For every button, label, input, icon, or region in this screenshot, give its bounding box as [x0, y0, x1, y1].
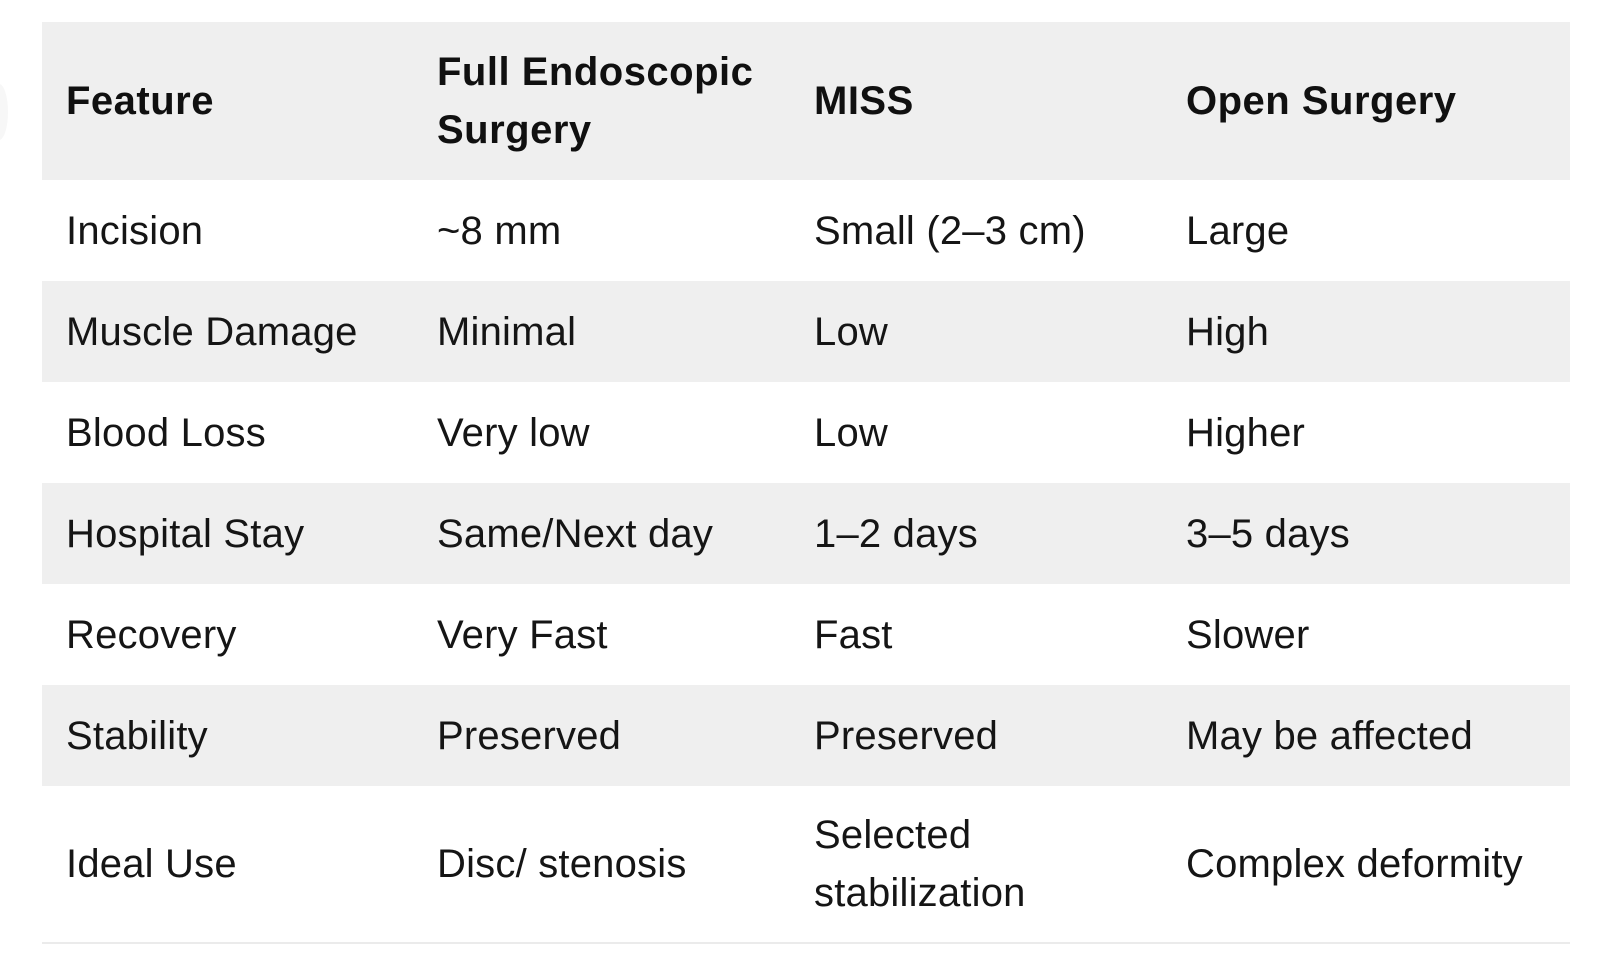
cell-open: Complex deformity	[1186, 842, 1523, 886]
cell-endoscopic: Disc/ stenosis	[437, 842, 687, 886]
cell-open: High	[1186, 309, 1270, 354]
cell-open: 3–5 days	[1186, 511, 1350, 556]
cell-miss: Low	[814, 410, 888, 455]
cell-feature: Ideal Use	[66, 842, 237, 886]
cell-miss: Selected stabilization	[814, 813, 1026, 915]
table-row-stability: Stability Preserved Preserved May be aff…	[42, 685, 1570, 786]
cell-miss: 1–2 days	[814, 511, 978, 556]
column-header-feature: Feature	[66, 79, 214, 123]
cell-open: Slower	[1186, 612, 1310, 657]
cell-endoscopic: Very Fast	[437, 612, 608, 657]
table-header: Feature Full Endoscopic Surgery MISS Ope…	[42, 22, 1570, 180]
cell-feature: Incision	[66, 208, 204, 253]
cell-feature: Hospital Stay	[66, 511, 305, 556]
table-row-recovery: Recovery Very Fast Fast Slower	[42, 584, 1570, 685]
cell-miss: Small (2–3 cm)	[814, 208, 1086, 253]
cell-endoscopic: Preserved	[437, 713, 622, 758]
table-row-muscle-damage: Muscle Damage Minimal Low High	[42, 281, 1570, 382]
cell-endoscopic: ~8 mm	[437, 208, 562, 253]
table-row-hospital-stay: Hospital Stay Same/Next day 1–2 days 3–5…	[42, 483, 1570, 584]
surgery-comparison-table: Feature Full Endoscopic Surgery MISS Ope…	[42, 22, 1570, 944]
cell-miss: Fast	[814, 612, 893, 657]
table-header-row: Feature Full Endoscopic Surgery MISS Ope…	[42, 22, 1570, 180]
table-row-ideal-use: Ideal Use Disc/ stenosis Selected stabil…	[42, 786, 1570, 943]
column-header-open: Open Surgery	[1186, 79, 1457, 123]
table-row-blood-loss: Blood Loss Very low Low Higher	[42, 382, 1570, 483]
cell-open: Higher	[1186, 410, 1306, 455]
table-body: Incision ~8 mm Small (2–3 cm) Large Musc…	[42, 180, 1570, 943]
cell-feature: Stability	[66, 713, 208, 758]
cell-endoscopic: Very low	[437, 410, 590, 455]
cell-feature: Blood Loss	[66, 410, 266, 455]
cell-feature: Muscle Damage	[66, 309, 358, 354]
cell-feature: Recovery	[66, 612, 237, 657]
cell-miss: Low	[814, 309, 888, 354]
cell-open: May be affected	[1186, 713, 1473, 758]
cell-open: Large	[1186, 208, 1290, 253]
left-edge-decoration	[0, 84, 8, 140]
table-row-incision: Incision ~8 mm Small (2–3 cm) Large	[42, 180, 1570, 281]
column-header-endoscopic: Full Endoscopic Surgery	[437, 50, 754, 152]
cell-endoscopic: Same/Next day	[437, 511, 714, 556]
cell-miss: Preserved	[814, 713, 999, 758]
cell-endoscopic: Minimal	[437, 309, 577, 354]
column-header-miss: MISS	[814, 79, 914, 123]
